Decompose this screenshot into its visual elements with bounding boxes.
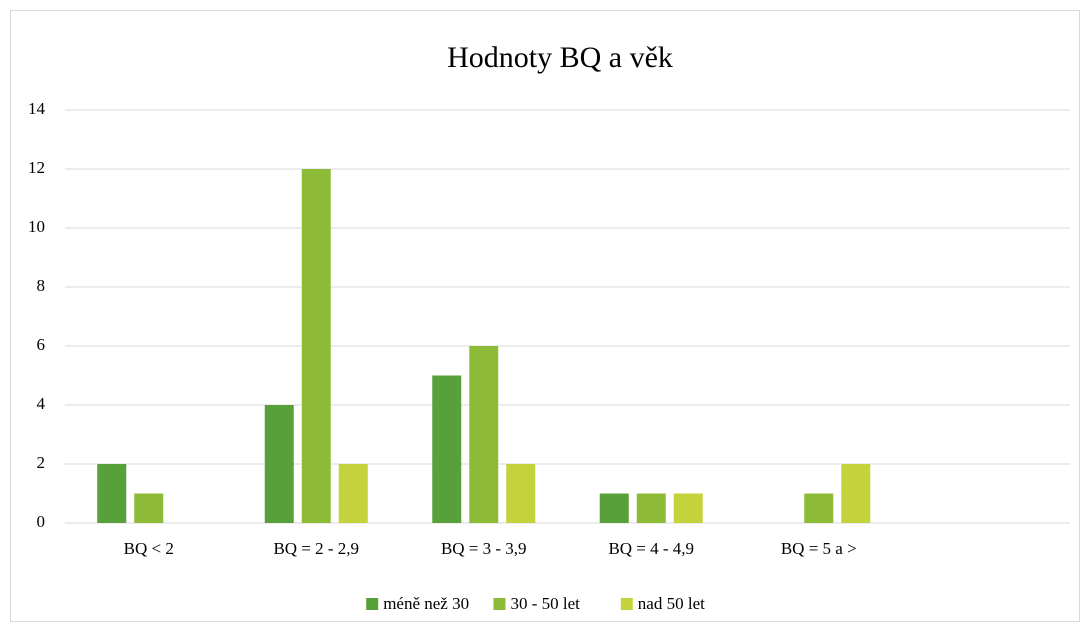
y-tick-label: 10 [28, 217, 45, 236]
x-tick-label: BQ = 3 - 3,9 [441, 539, 527, 558]
x-tick-label: BQ = 2 - 2,9 [273, 539, 359, 558]
bar [804, 493, 834, 523]
y-tick-label: 0 [37, 512, 46, 531]
x-tick-label: BQ = 5 a > [781, 539, 857, 558]
legend-swatch [366, 598, 379, 610]
bar [506, 464, 536, 523]
bar [599, 493, 629, 523]
y-tick-label: 8 [37, 276, 46, 295]
chart-title: Hodnoty BQ a věk [447, 41, 673, 74]
y-tick-label: 14 [28, 99, 46, 118]
bar [636, 493, 666, 523]
bar [134, 493, 164, 523]
legend-label: nad 50 let [638, 594, 705, 613]
bar [301, 169, 331, 523]
legend-swatch [493, 598, 506, 610]
x-tick-label: BQ = 4 - 4,9 [608, 539, 694, 558]
bar [264, 405, 294, 523]
y-tick-label: 4 [37, 394, 46, 413]
legend-label: 30 - 50 let [511, 594, 581, 613]
y-tick-label: 12 [28, 158, 45, 177]
x-tick-label: BQ < 2 [124, 539, 174, 558]
bar [841, 464, 871, 523]
y-tick-label: 2 [37, 453, 46, 472]
bar [97, 464, 127, 523]
bar [432, 375, 462, 523]
bar [469, 346, 499, 523]
bar [673, 493, 703, 523]
bar [338, 464, 368, 523]
y-tick-label: 6 [37, 335, 46, 354]
legend-label: méně než 30 [383, 594, 469, 613]
chart-border [10, 10, 1080, 622]
legend-swatch [620, 598, 633, 610]
